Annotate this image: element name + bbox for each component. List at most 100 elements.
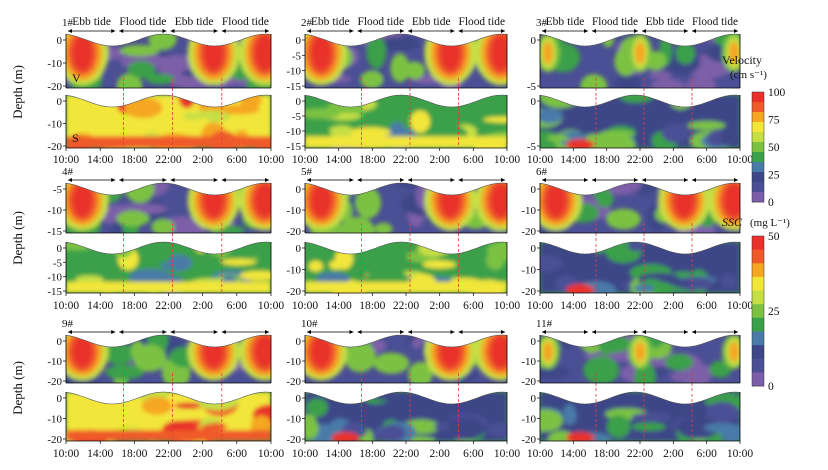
tide-phase-label: Flood tide: [692, 16, 738, 28]
x-tick-label: 18:00: [121, 448, 147, 460]
field-blobs: [540, 34, 740, 88]
tide-surface-line: [65, 182, 272, 196]
ssc-blob: [719, 274, 737, 289]
tide-surface-line: [304, 94, 508, 108]
velocity-panel-1#: 0 -10 -20: [47, 33, 272, 96]
tide-arrow-tail: [357, 29, 362, 33]
field-blobs: [66, 392, 271, 441]
contour-blob: [390, 53, 410, 83]
field-blobs: [305, 392, 507, 441]
ssc-blob: [681, 242, 715, 256]
ssc-near-bed: [66, 281, 271, 293]
tide-arrow-head: [584, 330, 588, 334]
x-tick-label: 14:00: [87, 448, 113, 460]
colorbar-tick-label: 50: [768, 142, 780, 154]
colorbar-frame: [751, 91, 765, 203]
ssc-blob: [540, 409, 563, 432]
tide-arrow-tail: [408, 178, 412, 182]
station-3: 0-50-53#Ebb tide Flood tide Ebb tide Flood …: [527, 16, 754, 166]
velocity-jet: [490, 336, 507, 368]
station-id: 1#: [62, 17, 74, 29]
velocity-panel-2#: 0 -5 -10 -15: [286, 33, 508, 96]
station-id: 10#: [301, 318, 318, 330]
tide-phase-label: Flood tide: [592, 16, 638, 28]
contour-blob: [685, 76, 717, 88]
ssc-near-bed: [66, 430, 271, 441]
velocity-jet: [254, 35, 271, 71]
tide-phase-label: Flood tide: [358, 16, 405, 28]
tide-arrow-head: [111, 178, 116, 182]
velocity-jet: [203, 336, 224, 368]
ssc-field: [305, 95, 507, 148]
ssc-hotspot: [566, 432, 594, 441]
ssc-blob: [182, 112, 204, 121]
tide-surface-line: [539, 241, 741, 255]
field-blobs: [66, 95, 271, 148]
velocity-jet: [724, 184, 740, 217]
ssc-blob: [705, 401, 739, 424]
tide-surface-line: [65, 334, 272, 348]
ssc-blob: [487, 242, 507, 261]
x-tick-label: 2:00: [429, 300, 450, 312]
y-tick-label: -20: [521, 226, 536, 238]
colorbar-title: SSC: [722, 215, 743, 229]
station-5: 0 -10 -20 0 -10 -20 5# 10:00 14:00 18:00 22:00 2:00…: [286, 166, 520, 312]
ssc-hotspot: [331, 432, 360, 441]
tide-arrow-tail: [458, 330, 463, 334]
velocity-jet: [72, 336, 93, 368]
y-tick-label: 0: [296, 243, 302, 255]
x-tick-label: 14:00: [560, 154, 586, 166]
x-tick-label: 22:00: [627, 154, 653, 166]
colorbar-swatch: [752, 152, 764, 163]
colorbar-swatch: [752, 92, 764, 103]
x-tick-label: 10:00: [53, 154, 79, 166]
y-tick-label: -5: [53, 257, 63, 269]
x-tick-label: 2:00: [429, 448, 450, 460]
velocity-jet: [674, 184, 694, 217]
y-tick-label: 0: [531, 393, 537, 405]
tide-arrow-tail: [119, 29, 124, 33]
ssc-blob: [377, 99, 395, 112]
tide-arrow-head: [501, 29, 505, 33]
velocity-jet: [546, 184, 566, 217]
colorbar-swatch: [752, 102, 764, 113]
y-tick-label: -10: [47, 414, 62, 426]
tide-surface-line: [539, 334, 741, 348]
velocity-panel-4#: -5 -10 -15: [47, 182, 272, 241]
x-tick-label: 10:00: [727, 448, 753, 460]
contour-blob: [665, 353, 694, 371]
x-tick-label: 22:00: [627, 300, 653, 312]
x-tick-label: 10:00: [258, 300, 284, 312]
y-tick-label: 0: [531, 35, 537, 47]
x-tick-label: 10:00: [527, 448, 553, 460]
y-tick-label: -5: [292, 111, 302, 123]
x-tick-label: 14:00: [87, 300, 113, 312]
velocity-field: [540, 335, 740, 383]
tide-arrow-head: [400, 29, 404, 33]
tide-arrow-head: [450, 330, 455, 334]
station-4: -5 -10 -15 0 -5 -10 -15 4# 10:00 14:00 18:00 22:00 2…: [47, 166, 284, 312]
y-tick-label: 0: [57, 96, 63, 108]
colorbar-swatch: [752, 372, 764, 387]
velocity-panel-11#: 0 -10 -20: [521, 334, 741, 391]
field-blobs: [66, 242, 271, 293]
station-id: 9#: [62, 318, 74, 330]
velocity-jet: [729, 341, 739, 362]
ssc-field: [305, 242, 507, 293]
tide-arrow-head: [584, 29, 588, 33]
tide-arrow-head: [400, 330, 404, 334]
tide-arrow-tail: [68, 178, 72, 182]
ssc-blob: [306, 398, 328, 417]
y-tick-label: -10: [286, 66, 301, 78]
ssc-blob: [196, 392, 240, 411]
tide-arrow-head: [684, 29, 688, 33]
velocity-jet: [254, 184, 271, 217]
x-tick-label: 18:00: [594, 154, 620, 166]
tide-arrow-head: [162, 178, 167, 182]
y-tick-label: 0: [531, 243, 537, 255]
colorbar-tick-label: 25: [768, 170, 780, 182]
contour-blob: [583, 356, 620, 383]
tide-arrow-head: [450, 29, 455, 33]
contour-blob: [133, 344, 167, 372]
ssc-panel-3#: 0 -5: [527, 94, 741, 153]
